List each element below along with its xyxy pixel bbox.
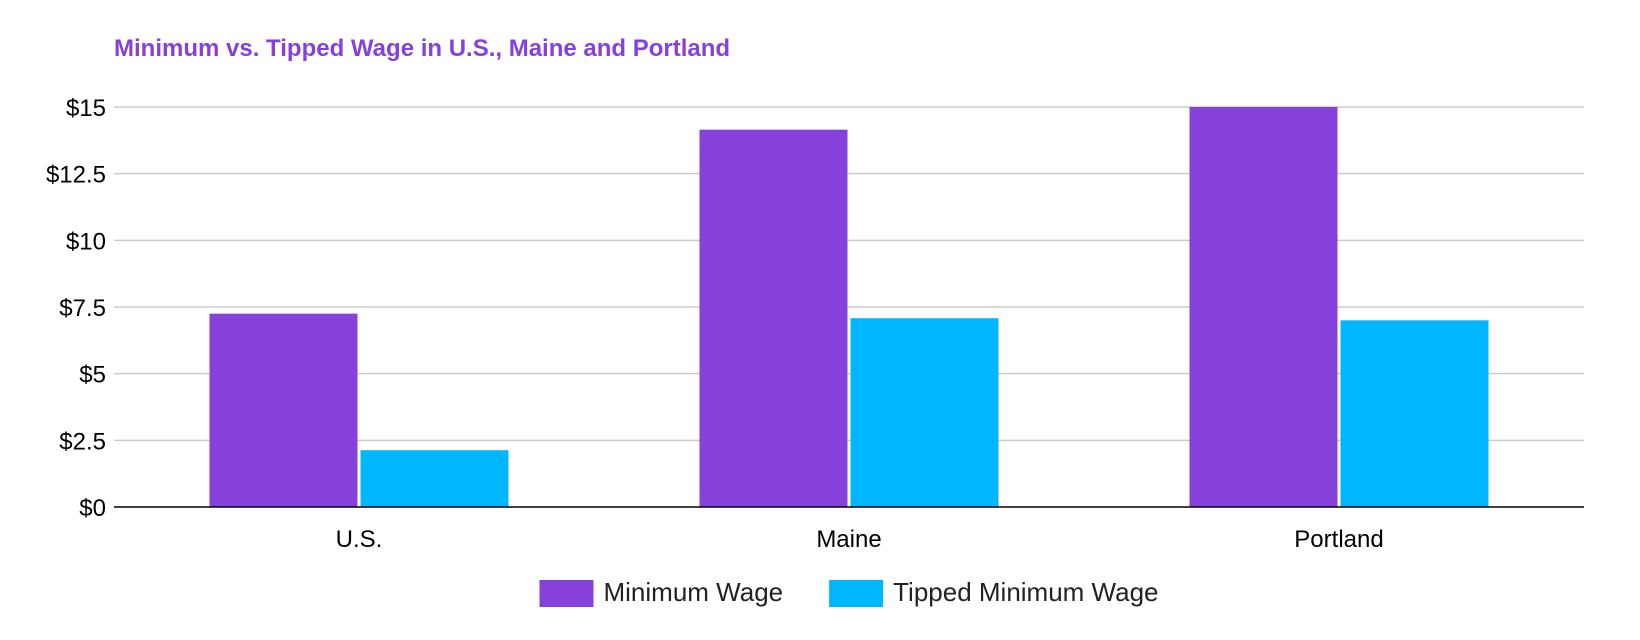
y-tick-label: $5	[79, 362, 106, 389]
bar-tipped-minimum-wage	[360, 450, 509, 507]
chart-title: Minimum vs. Tipped Wage in U.S., Maine a…	[114, 35, 730, 62]
x-tick-label: Portland	[1294, 526, 1383, 553]
y-tick-label: $10	[66, 228, 106, 255]
bar-minimum-wage	[209, 313, 358, 507]
y-tick-label: $12.5	[46, 162, 106, 189]
y-tick-label: $15	[66, 95, 106, 122]
legend: Minimum Wage Tipped Minimum Wage	[539, 577, 1159, 607]
x-tick-label: Maine	[816, 526, 881, 553]
x-axis-ticks: U.S. Maine Portland	[336, 526, 1384, 553]
y-tick-label: $2.5	[59, 428, 106, 455]
bar-tipped-minimum-wage	[1340, 320, 1489, 507]
legend-swatch-tipped-minimum-wage	[829, 580, 884, 607]
bar-tipped-minimum-wage	[850, 318, 999, 507]
bars	[209, 107, 1489, 507]
bar-minimum-wage	[699, 129, 848, 507]
x-tick-label: U.S.	[336, 526, 383, 553]
gridlines	[114, 106, 1584, 442]
legend-label: Minimum Wage	[603, 577, 783, 607]
y-tick-label: $0	[79, 495, 106, 522]
legend-swatch-minimum-wage	[539, 580, 594, 607]
y-axis-ticks: $0 $2.5 $5 $7.5 $10 $12.5 $15	[46, 95, 106, 522]
bar-minimum-wage	[1189, 107, 1338, 507]
y-tick-label: $7.5	[59, 295, 106, 322]
legend-label: Tipped Minimum Wage	[893, 577, 1158, 607]
